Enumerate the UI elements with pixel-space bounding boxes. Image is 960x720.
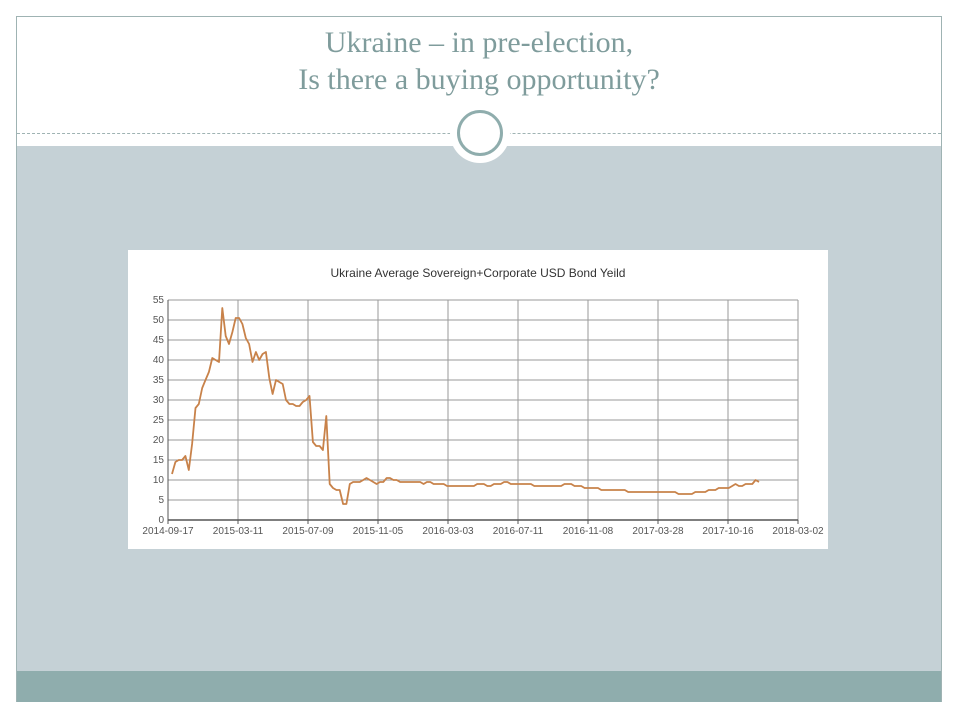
x-tick-label: 2018-03-02	[772, 526, 824, 537]
x-tick-label: 2015-03-11	[213, 526, 264, 537]
y-tick-label: 5	[158, 495, 164, 506]
x-tick-label: 2017-03-28	[632, 526, 684, 537]
y-tick-label: 50	[153, 315, 165, 326]
y-tick-label: 25	[153, 415, 165, 426]
y-tick-label: 10	[153, 475, 165, 486]
y-tick-label: 40	[153, 355, 165, 366]
y-tick-label: 35	[153, 375, 165, 386]
slide-title-line-1: Ukraine – in pre-election,	[324, 26, 634, 59]
chart-axes	[167, 300, 799, 524]
chart-grid	[167, 299, 799, 521]
title-area: Ukraine – in pre-election, Is there a bu…	[16, 16, 942, 134]
y-tick-label: 0	[158, 515, 164, 526]
footer-band	[17, 671, 941, 702]
chart-tick-labels: 0 5 10 15 20 25 30 35 40 45 50 55 2014-09-17 2015-03-…	[142, 295, 824, 537]
series-line-bond-yield	[171, 307, 760, 505]
chart-card: Ukraine Average Sovereign+Corporate USD …	[128, 250, 828, 549]
x-tick-label: 2014-09-17	[142, 526, 194, 537]
x-tick-label: 2015-11-05	[353, 526, 404, 537]
y-tick-label: 15	[153, 455, 165, 466]
y-tick-label: 30	[153, 395, 165, 406]
x-tick-label: 2016-11-08	[563, 526, 614, 537]
chart-title: Ukraine Average Sovereign+Corporate USD …	[331, 266, 626, 280]
y-tick-label: 55	[153, 295, 165, 306]
y-tick-label: 45	[153, 335, 165, 346]
x-tick-label: 2016-07-11	[493, 526, 544, 537]
y-tick-label: 20	[153, 435, 165, 446]
circle-ornament-ring	[457, 110, 503, 156]
slide-title-line-2: Is there a buying opportunity?	[298, 63, 660, 96]
line-chart: Ukraine Average Sovereign+Corporate USD …	[142, 266, 824, 537]
x-tick-label: 2016-03-03	[422, 526, 474, 537]
x-tick-label: 2015-07-09	[282, 526, 334, 537]
slide-title: Ukraine – in pre-election, Is there a bu…	[16, 24, 942, 98]
x-tick-label: 2017-10-16	[702, 526, 754, 537]
chart-series	[171, 307, 760, 505]
